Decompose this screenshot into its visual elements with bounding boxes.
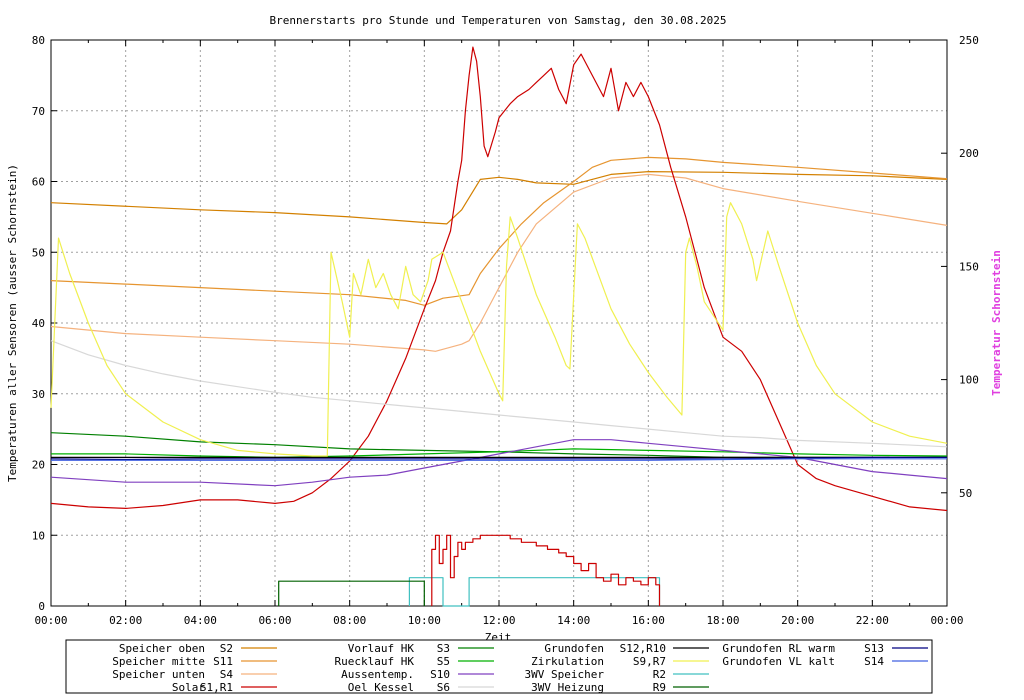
legend-label: Zirkulation	[531, 655, 604, 668]
y2-axis: 50 100 150 200 250	[941, 34, 979, 500]
legend-label: Grundofen	[544, 642, 604, 655]
legend-code: S11	[213, 655, 233, 668]
series-layer	[50, 46, 948, 607]
legend-label: 3WV Speicher	[525, 668, 605, 681]
series-line-speicher-unten	[50, 173, 948, 352]
legend-code: S13	[864, 642, 884, 655]
y2-tick-label: 100	[959, 374, 979, 387]
x-tick-label: 16:00	[632, 614, 665, 627]
series-line-speicher-mitte	[50, 156, 948, 306]
y2-axis-label: Temperatur Schornstein	[990, 250, 1003, 396]
y-tick-label: 10	[32, 529, 45, 542]
series-line-ruecklauf-hk	[51, 448, 948, 458]
legend-box	[65, 639, 933, 694]
legend-label: Vorlauf HK	[348, 642, 415, 655]
legend-label: 3WV Heizung	[531, 681, 604, 694]
series-line-3wv-speicher	[408, 577, 661, 607]
legend-label: Grundofen VL kalt	[722, 655, 835, 668]
x-tick-label: 14:00	[557, 614, 590, 627]
series-line-oel-kessel	[50, 340, 948, 448]
y-axis-label: Temperaturen aller Sensoren (ausser Scho…	[6, 164, 19, 482]
y2-tick-label: 200	[959, 147, 979, 160]
legend-code: S5	[437, 655, 450, 668]
series-line-zirkulation	[50, 202, 948, 457]
series-line-speicher-oben	[50, 171, 948, 225]
y-tick-label: 50	[32, 246, 45, 259]
y2-tick-label: 250	[959, 34, 979, 47]
grid	[51, 40, 947, 606]
y-tick-label: 0	[38, 600, 45, 613]
x-tick-label: 08:00	[333, 614, 366, 627]
series-line-3wv-heizung	[278, 580, 425, 606]
legend: Speicher oben S2 Speicher mitte S11 Speicher…	[112, 642, 928, 694]
x-tick-label: 22:00	[856, 614, 889, 627]
x-tick-label: 00:00	[34, 614, 67, 627]
legend-code: S6	[437, 681, 450, 694]
y-tick-label: 30	[32, 388, 45, 401]
x-tick-label: 18:00	[706, 614, 739, 627]
y2-tick-label: 50	[959, 487, 972, 500]
y-tick-label: 80	[32, 34, 45, 47]
legend-code: S2	[220, 642, 233, 655]
x-tick-label: 20:00	[781, 614, 814, 627]
y2-tick-label: 150	[959, 260, 979, 273]
legend-label: Speicher oben	[119, 642, 205, 655]
series-line-aussentemp	[50, 439, 948, 487]
x-tick-label: 02:00	[109, 614, 142, 627]
legend-code: S4	[220, 668, 234, 681]
legend-code: S14	[864, 655, 884, 668]
legend-label: Speicher mitte	[112, 655, 205, 668]
y-axis: 0 10 20 30 40 50 60 70 80	[32, 34, 57, 613]
y-tick-label: 60	[32, 176, 45, 189]
legend-label: Aussentemp.	[341, 668, 414, 681]
x-tick-label: 12:00	[482, 614, 515, 627]
legend-code: S12,R10	[620, 642, 666, 655]
series-line-brennerstarts	[431, 534, 661, 606]
x-tick-label: 04:00	[184, 614, 217, 627]
legend-code: S1,R1	[200, 681, 233, 694]
legend-label: Oel Kessel	[348, 681, 414, 694]
chart-title: Brennerstarts pro Stunde und Temperature…	[270, 14, 727, 27]
y-tick-label: 70	[32, 105, 45, 118]
legend-label: Ruecklauf HK	[335, 655, 415, 668]
x-tick-label: 06:00	[258, 614, 291, 627]
x-tick-label: 10:00	[408, 614, 441, 627]
x-tick-label: 00:00	[930, 614, 963, 627]
legend-label: Speicher unten	[112, 668, 205, 681]
legend-code: S3	[437, 642, 450, 655]
series-line-solar	[50, 46, 948, 512]
legend-label: Solar	[172, 681, 205, 694]
legend-label: Grundofen RL warm	[722, 642, 835, 655]
x-axis: 00:00 02:00 04:00 06:00 08:00 10:00 12:00 14:00…	[34, 40, 964, 627]
legend-code: S9,R7	[633, 655, 666, 668]
series-line-grundofen-rl-warm	[50, 456, 947, 461]
legend-code: R2	[653, 668, 666, 681]
legend-code: R9	[653, 681, 666, 694]
y-tick-label: 20	[32, 459, 45, 472]
legend-code: S10	[430, 668, 450, 681]
series-line-grundofen-vl-kalt	[51, 458, 947, 461]
y-tick-label: 40	[32, 317, 45, 330]
